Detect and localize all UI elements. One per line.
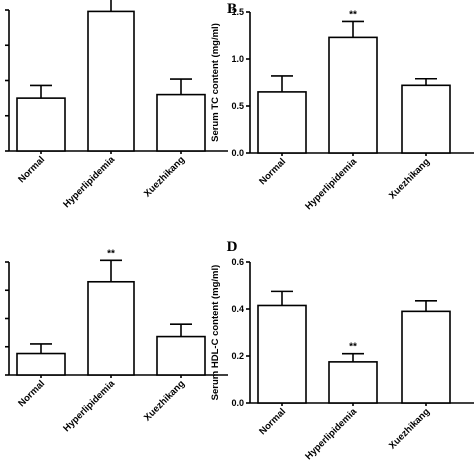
panel-1-bar-hyperlipidemia [87, 10, 135, 152]
panel-1-category-label: Xuezhikang [142, 154, 187, 199]
panel-2-category-label: Xuezhikang [387, 156, 432, 201]
panel-2-category-label: Hyperlipidemia [303, 156, 359, 212]
panel-3-significance-hyperlipidemia: ** [107, 248, 115, 259]
panel-2-bar-xuezhikang [401, 84, 451, 154]
panel-1-category-label: Normal [16, 154, 47, 185]
panel-2-category-label: Normal [257, 156, 288, 187]
panel-1-category-label: Hyperlipidemia [61, 154, 117, 210]
panel-4-category-label: Xuezhikang [387, 406, 432, 451]
panel-3-category-label: Xuezhikang [142, 378, 187, 423]
panel-2-bar-hyperlipidemia [328, 36, 378, 154]
panel-4-y-tick-label: 0.0 [231, 398, 244, 408]
panel-2-y-tick-label: 0.0 [231, 148, 244, 158]
panel-4-y-tick-label: 0.4 [231, 304, 244, 314]
panel-2-bar-normal [257, 91, 307, 154]
panel-3-bar-hyperlipidemia [87, 280, 135, 376]
panel-4-y-tick-label: 0.2 [231, 351, 244, 361]
panel-2-y-tick-label: 0.5 [231, 101, 244, 111]
panel-4-category-label: Hyperlipidemia [303, 406, 359, 462]
panel-4-category-label: Normal [257, 406, 288, 437]
panel-2-letter: B [227, 1, 237, 17]
panel-4-significance-hyperlipidemia: ** [349, 342, 357, 353]
panel-3-category-label: Normal [16, 378, 47, 409]
panel-1-bar-xuezhikang [156, 93, 206, 152]
panel-4-bar-xuezhikang [401, 310, 451, 404]
panel-4-letter: D [227, 239, 238, 255]
panel-2-y-tick-label: 1.0 [231, 54, 244, 64]
panel-2-y-axis-label: Serum TC content (mg/ml) [210, 23, 221, 142]
panel-4-bar-hyperlipidemia [328, 361, 378, 404]
panel-4-y-axis-label: Serum HDL-C content (mg/ml) [210, 265, 221, 401]
panel-2-y-tick-label: 1.5 [231, 7, 244, 17]
panel-4-bar-normal [257, 304, 307, 404]
panel-4-y-tick-label: 0.6 [231, 257, 244, 267]
panel-3-bar-xuezhikang [156, 335, 206, 376]
panel-1-bar-normal [16, 97, 66, 152]
panel-2-significance-hyperlipidemia: ** [349, 9, 357, 20]
panel-3-category-label: Hyperlipidemia [61, 378, 117, 434]
panel-3-bar-normal [16, 352, 66, 376]
